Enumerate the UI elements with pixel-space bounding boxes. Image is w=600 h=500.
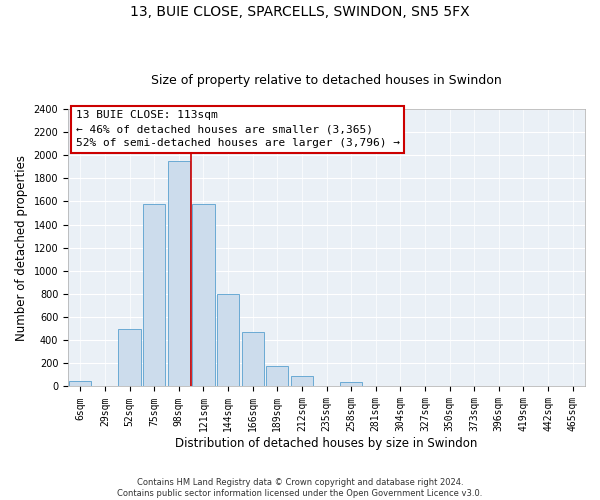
- Bar: [340, 382, 362, 386]
- Title: Size of property relative to detached houses in Swindon: Size of property relative to detached ho…: [151, 74, 502, 87]
- Bar: [217, 294, 239, 386]
- Bar: [242, 332, 264, 386]
- Y-axis label: Number of detached properties: Number of detached properties: [15, 154, 28, 340]
- Bar: [168, 161, 190, 386]
- X-axis label: Distribution of detached houses by size in Swindon: Distribution of detached houses by size …: [175, 437, 478, 450]
- Text: Contains HM Land Registry data © Crown copyright and database right 2024.
Contai: Contains HM Land Registry data © Crown c…: [118, 478, 482, 498]
- Bar: [118, 328, 140, 386]
- Bar: [266, 366, 289, 386]
- Bar: [69, 380, 91, 386]
- Text: 13 BUIE CLOSE: 113sqm
← 46% of detached houses are smaller (3,365)
52% of semi-d: 13 BUIE CLOSE: 113sqm ← 46% of detached …: [76, 110, 400, 148]
- Bar: [291, 376, 313, 386]
- Bar: [143, 204, 165, 386]
- Text: 13, BUIE CLOSE, SPARCELLS, SWINDON, SN5 5FX: 13, BUIE CLOSE, SPARCELLS, SWINDON, SN5 …: [130, 5, 470, 19]
- Bar: [193, 204, 215, 386]
